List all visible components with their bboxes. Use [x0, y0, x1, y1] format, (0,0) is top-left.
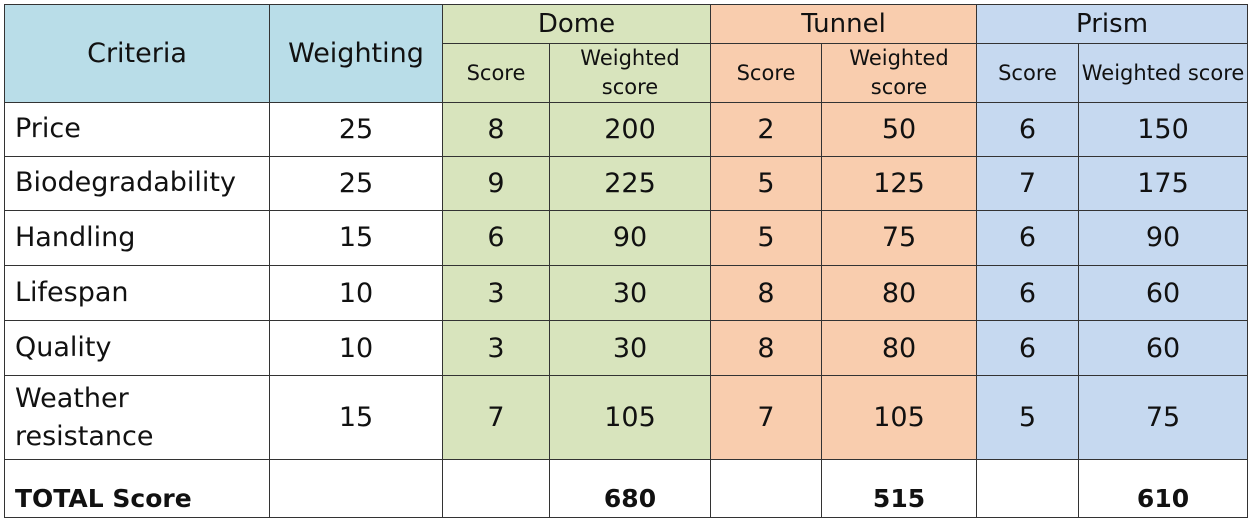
dome-score-cell: 7 [442, 374, 550, 461]
weighting-cell: 15 [269, 374, 443, 461]
prism-weighted-cell: 90 [1078, 210, 1249, 266]
dome-score-cell: 6 [442, 210, 550, 266]
dome-score-cell: 3 [442, 264, 550, 322]
tunnel-score-cell: 7 [710, 374, 823, 461]
dome-weighted-cell: 225 [548, 155, 712, 212]
weighting-cell: 10 [269, 264, 443, 322]
prism-score-cell: 6 [976, 264, 1080, 322]
prism-score-cell: 6 [976, 210, 1080, 266]
total-tunnel: 515 [821, 459, 978, 518]
tunnel-score-cell: 8 [710, 320, 823, 376]
total-dome: 680 [548, 459, 712, 518]
tunnel-score-cell: 8 [710, 264, 823, 322]
dome-weighted-cell: 105 [548, 374, 712, 461]
header-prism-weighted-score: Weighted score [1078, 43, 1249, 103]
header-dome: Dome [441, 4, 712, 44]
header-dome-score: Score [442, 43, 550, 103]
weighting-cell: 10 [269, 320, 443, 376]
weighting-cell: 25 [269, 155, 443, 212]
prism-weighted-cell: 60 [1078, 264, 1249, 322]
weighting-cell: 25 [269, 102, 443, 157]
prism-weighted-cell: 150 [1078, 102, 1249, 157]
criteria-cell: Biodegradability [4, 155, 270, 212]
table-row: Biodegradability 25 9 225 5 125 7 175 [4, 155, 1249, 212]
tunnel-score-cell: 5 [710, 155, 823, 212]
criteria-cell: Weather resistance [4, 374, 270, 461]
prism-score-cell: 7 [976, 155, 1080, 212]
header-criteria: Criteria [4, 4, 270, 103]
total-tunnel-score-empty [710, 459, 823, 518]
header-tunnel-weighted-score: Weighted score [821, 43, 978, 103]
total-dome-score-empty [442, 459, 550, 518]
criteria-cell: Handling [4, 210, 270, 266]
weighting-cell: 15 [269, 210, 443, 266]
table-row: Handling 15 6 90 5 75 6 90 [4, 210, 1249, 266]
prism-weighted-cell: 75 [1078, 374, 1249, 461]
prism-score-cell: 6 [976, 102, 1080, 157]
tunnel-weighted-cell: 75 [821, 210, 978, 266]
header-tunnel-score: Score [710, 43, 823, 103]
header-tunnel: Tunnel [710, 4, 978, 44]
dome-score-cell: 8 [442, 102, 550, 157]
prism-weighted-cell: 175 [1078, 155, 1249, 212]
header-prism-score: Score [976, 43, 1080, 103]
dome-weighted-cell: 30 [548, 264, 712, 322]
criteria-cell: Quality [4, 320, 270, 376]
table-row: Quality 10 3 30 8 80 6 60 [4, 320, 1249, 376]
header-prism: Prism [976, 4, 1249, 44]
table-row: Lifespan 10 3 30 8 80 6 60 [4, 264, 1249, 322]
dome-weighted-cell: 90 [548, 210, 712, 266]
tunnel-weighted-cell: 80 [821, 320, 978, 376]
tunnel-score-cell: 5 [710, 210, 823, 266]
total-row: TOTAL Score 680 515 610 [4, 459, 1249, 518]
header-dome-weighted-score: Weighted score [548, 43, 712, 103]
dome-score-cell: 9 [442, 155, 550, 212]
header-weighting: Weighting [269, 4, 443, 103]
prism-score-cell: 6 [976, 320, 1080, 376]
dome-score-cell: 3 [442, 320, 550, 376]
header-row-options: Criteria Weighting Dome Tunnel Prism [4, 4, 1249, 103]
dome-weighted-cell: 200 [548, 102, 712, 157]
criteria-cell: Lifespan [4, 264, 270, 322]
tunnel-weighted-cell: 125 [821, 155, 978, 212]
total-prism-score-empty [976, 459, 1080, 518]
tunnel-weighted-cell: 80 [821, 264, 978, 322]
criteria-cell: Price [4, 102, 270, 157]
dome-weighted-cell: 30 [548, 320, 712, 376]
tunnel-score-cell: 2 [710, 102, 823, 157]
total-label: TOTAL Score [4, 459, 270, 518]
header-row-subcolumns: Score Weighted score Score Weighted scor… [5, 43, 1249, 103]
prism-weighted-cell: 60 [1078, 320, 1249, 376]
table-row: Weather resistance 15 7 105 7 105 5 75 [4, 374, 1249, 461]
tunnel-weighted-cell: 105 [821, 374, 978, 461]
table-row: Price 25 8 200 2 50 6 150 [4, 102, 1249, 157]
total-prism: 610 [1078, 459, 1249, 518]
decision-matrix-table: Criteria Weighting Dome Tunnel Prism Sco… [4, 4, 1249, 518]
prism-score-cell: 5 [976, 374, 1080, 461]
tunnel-weighted-cell: 50 [821, 102, 978, 157]
total-weighting-empty [269, 459, 443, 518]
